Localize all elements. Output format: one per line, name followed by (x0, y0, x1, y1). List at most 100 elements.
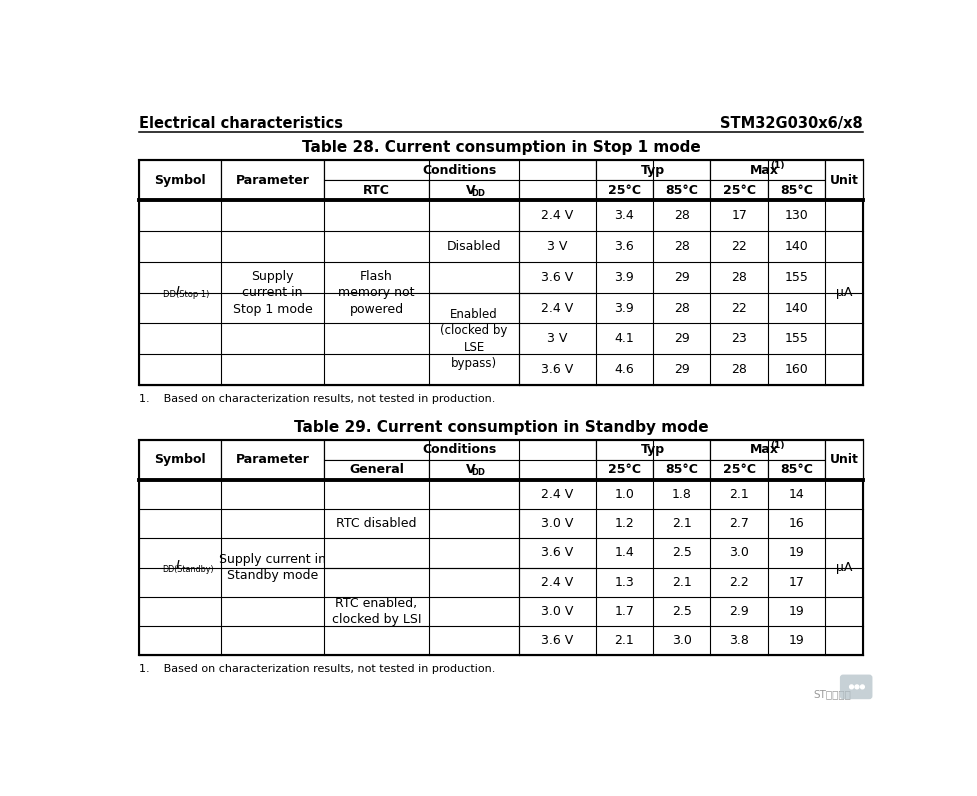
Text: 3.0: 3.0 (671, 634, 691, 647)
Text: 25°C: 25°C (608, 463, 640, 476)
Text: 3.0 V: 3.0 V (540, 517, 573, 530)
Text: 2.2: 2.2 (729, 576, 748, 589)
Text: 19: 19 (787, 605, 803, 618)
Text: 155: 155 (784, 271, 808, 283)
Text: 1.7: 1.7 (614, 605, 634, 618)
Text: Typ: Typ (640, 164, 664, 177)
Text: 3.0: 3.0 (729, 546, 748, 560)
Text: 14: 14 (787, 488, 803, 501)
Text: DD(Standby): DD(Standby) (162, 565, 214, 575)
Text: Symbol: Symbol (154, 453, 206, 466)
Text: 29: 29 (673, 333, 689, 345)
Text: V: V (466, 184, 476, 197)
Text: (1): (1) (769, 161, 784, 170)
Text: 3.6 V: 3.6 V (540, 546, 573, 560)
Text: 25°C: 25°C (608, 184, 640, 197)
Bar (825, 160, 863, 201)
Text: RTC disabled: RTC disabled (336, 517, 416, 530)
Bar (429, 460, 519, 480)
Text: 2.4 V: 2.4 V (540, 576, 573, 589)
Text: 22: 22 (731, 240, 746, 253)
Bar (709, 160, 825, 180)
Text: Conditions: Conditions (422, 443, 496, 456)
Bar (709, 180, 767, 201)
Text: 28: 28 (673, 240, 689, 253)
Text: V: V (466, 463, 476, 476)
Bar (139, 439, 221, 480)
Text: Conditions: Conditions (422, 164, 496, 177)
Text: 17: 17 (787, 576, 804, 589)
Bar (139, 439, 863, 655)
Text: 130: 130 (784, 209, 808, 222)
Text: Symbol: Symbol (154, 174, 206, 187)
Text: 23: 23 (731, 333, 746, 345)
Text: 3.6: 3.6 (614, 240, 634, 253)
Text: 4.6: 4.6 (614, 363, 634, 377)
Text: 3 V: 3 V (547, 240, 567, 253)
Text: 3.0 V: 3.0 V (540, 605, 573, 618)
Text: Supply current in
Standby mode: Supply current in Standby mode (219, 552, 325, 583)
Text: 2.1: 2.1 (671, 517, 691, 530)
Text: DD(Stop 1): DD(Stop 1) (163, 291, 209, 299)
Circle shape (854, 685, 858, 689)
Text: General: General (349, 463, 404, 476)
Text: 2.1: 2.1 (671, 576, 691, 589)
Bar (767, 460, 825, 480)
Text: 2.4 V: 2.4 V (540, 209, 573, 222)
Text: 19: 19 (787, 634, 803, 647)
Text: 2.5: 2.5 (671, 546, 691, 560)
Text: 19: 19 (787, 546, 803, 560)
Text: 28: 28 (731, 271, 746, 283)
Text: 1.    Based on characterization results, not tested in production.: 1. Based on characterization results, no… (139, 394, 495, 404)
Text: DD: DD (471, 468, 485, 478)
Text: 29: 29 (673, 271, 689, 283)
Text: μA: μA (835, 286, 852, 299)
Text: 28: 28 (673, 302, 689, 314)
Bar (709, 460, 767, 480)
Bar (429, 180, 519, 201)
Text: Table 28. Current consumption in Stop 1 mode: Table 28. Current consumption in Stop 1 … (302, 140, 700, 155)
Text: 4.1: 4.1 (614, 333, 634, 345)
Text: Parameter: Parameter (235, 453, 310, 466)
FancyBboxPatch shape (839, 674, 871, 699)
Text: 29: 29 (673, 363, 689, 377)
Text: 1.8: 1.8 (671, 488, 691, 501)
Text: 1.    Based on characterization results, not tested in production.: 1. Based on characterization results, no… (139, 664, 495, 674)
Text: 25°C: 25°C (722, 463, 755, 476)
Text: 2.4 V: 2.4 V (540, 488, 573, 501)
Text: 1.4: 1.4 (614, 546, 634, 560)
Text: 1.3: 1.3 (614, 576, 634, 589)
Bar (595, 160, 709, 180)
Bar (709, 439, 825, 460)
Text: 17: 17 (731, 209, 746, 222)
Text: Max: Max (748, 164, 778, 177)
Text: 16: 16 (787, 517, 803, 530)
Bar (595, 439, 709, 460)
Text: RTC enabled,
clocked by LSI: RTC enabled, clocked by LSI (331, 597, 421, 626)
Text: I: I (175, 560, 179, 572)
Text: 2.7: 2.7 (729, 517, 748, 530)
Text: 2.1: 2.1 (729, 488, 748, 501)
Text: Table 29. Current consumption in Standby mode: Table 29. Current consumption in Standby… (294, 419, 707, 435)
Text: I: I (175, 285, 179, 298)
Bar (139, 160, 863, 385)
Bar (221, 160, 323, 201)
Bar (653, 180, 709, 201)
Text: 2.4 V: 2.4 V (540, 302, 573, 314)
Text: Supply
current in
Stop 1 mode: Supply current in Stop 1 mode (233, 270, 313, 316)
Text: Disabled: Disabled (446, 240, 501, 253)
Text: 85°C: 85°C (780, 184, 812, 197)
Bar (595, 180, 653, 201)
Text: 3.9: 3.9 (614, 271, 634, 283)
Circle shape (860, 685, 864, 689)
Text: Max: Max (748, 443, 778, 456)
Text: 3.6 V: 3.6 V (540, 363, 573, 377)
Text: 140: 140 (784, 302, 808, 314)
Text: ST中文论坛: ST中文论坛 (812, 689, 850, 699)
Text: STM32G030x6/x8: STM32G030x6/x8 (720, 115, 863, 131)
Text: 22: 22 (731, 302, 746, 314)
Text: 3.6 V: 3.6 V (540, 634, 573, 647)
Text: 3.8: 3.8 (729, 634, 748, 647)
Bar (653, 460, 709, 480)
Circle shape (849, 685, 853, 689)
